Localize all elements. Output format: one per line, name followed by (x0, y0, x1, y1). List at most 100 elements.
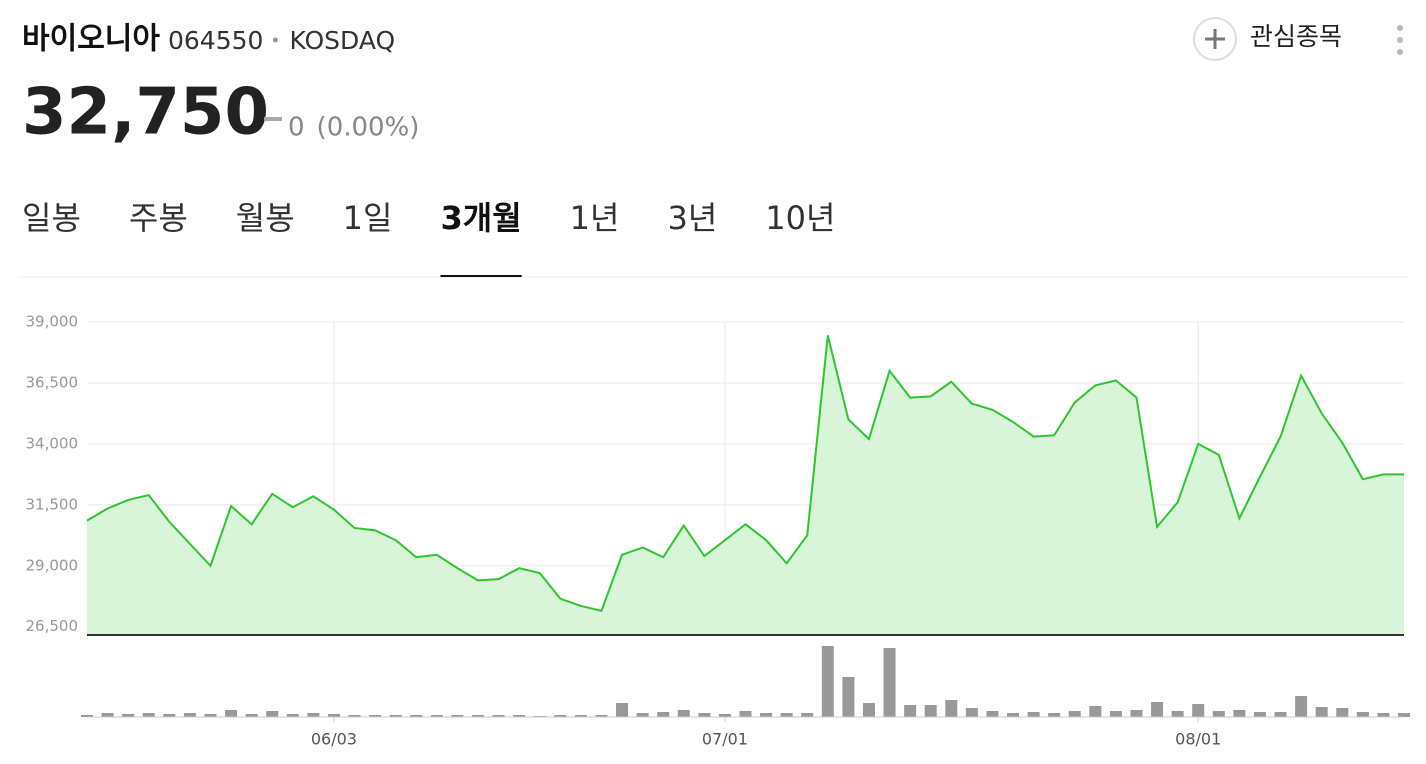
volume-bar (286, 714, 299, 717)
volume-bar (471, 715, 484, 717)
volume-bar (1151, 702, 1164, 717)
menu-dot[interactable] (1397, 49, 1403, 55)
volume-bar (451, 715, 464, 717)
volume-bar (636, 713, 649, 717)
watch-button[interactable]: 관심종목 (1193, 17, 1342, 61)
menu-dot[interactable] (1397, 37, 1403, 43)
volume-bar (883, 648, 896, 717)
volume-bar (142, 713, 155, 717)
period-tab[interactable]: 월봉 (236, 199, 295, 237)
price: 32,750 (22, 76, 269, 150)
volume-bar (204, 714, 217, 717)
volume-bar (1398, 713, 1410, 717)
volume-bar (657, 712, 670, 717)
volume-bar (101, 713, 114, 717)
x-tick-label: 08/01 (1175, 730, 1221, 749)
x-tick-label: 07/01 (702, 730, 748, 749)
volume-bar (410, 715, 423, 717)
period-tab[interactable]: 3년 (667, 199, 717, 237)
volume-bar (780, 713, 793, 717)
volume-bar (1109, 711, 1122, 717)
period-tab[interactable]: 1일 (343, 199, 393, 237)
period-tab[interactable]: 1년 (570, 199, 620, 237)
stock-name: 바이오니아 (22, 22, 160, 57)
period-tab[interactable]: 10년 (765, 199, 835, 237)
volume-bar (986, 711, 999, 717)
volume-bar (1027, 712, 1040, 717)
volume-bar (760, 713, 773, 717)
volume-bar (163, 714, 176, 717)
volume-bar (1171, 711, 1184, 717)
volume-bar (327, 714, 340, 717)
volume-bar (862, 703, 875, 717)
volume-bar (945, 700, 958, 717)
volume-bar (842, 677, 855, 717)
y-tick-label: 26,500 (26, 617, 79, 635)
volume-bar (183, 713, 196, 717)
price-line (86, 335, 1404, 613)
volume-bar (307, 713, 320, 717)
period-tab[interactable]: 3개월 (440, 199, 521, 237)
volume-bar (1233, 710, 1246, 717)
volume-bar (1274, 712, 1287, 717)
volume-bar (718, 714, 731, 717)
volume-bar (81, 715, 93, 717)
volume-bar (1068, 711, 1081, 717)
volume-bar (595, 715, 608, 717)
market: KOSDAQ (289, 26, 395, 55)
x-tick-label: 06/03 (311, 730, 357, 749)
volume-bar (1007, 713, 1020, 717)
more-menu[interactable] (1397, 25, 1403, 55)
volume-bar (430, 715, 443, 717)
volume-bar (1048, 713, 1061, 717)
volume-bar (245, 714, 258, 717)
volume-bar (821, 646, 834, 717)
change: 0 (288, 113, 305, 143)
y-tick-label: 31,500 (26, 495, 79, 513)
volume-bar (739, 711, 752, 717)
volume-bar (1356, 712, 1369, 717)
y-tick-label: 36,500 (26, 373, 79, 391)
volume-bar (924, 705, 937, 717)
volume-bar (965, 708, 978, 717)
volume-bar (389, 715, 402, 717)
volume-bar (492, 715, 505, 717)
chart-area: 26,500 29,000 31,500 34,000 36,500 39,000 06/0… (26, 313, 1410, 749)
volume-bar (1377, 713, 1390, 717)
volume-bar (1336, 708, 1349, 717)
volume-bar (574, 715, 587, 717)
volume-bar (225, 710, 238, 717)
volume-bar (369, 715, 382, 717)
period-tabs: 일봉 주봉 월봉 1일 3개월 1년 3년 10년 (22, 199, 835, 277)
volume-bar (554, 715, 567, 717)
volume-bar (677, 710, 690, 717)
volume-bar (1212, 711, 1225, 717)
volume-bar (1253, 712, 1266, 717)
plus-icon (1205, 29, 1225, 49)
separator-dot (272, 37, 278, 43)
volume-bar (904, 705, 917, 717)
watch-label[interactable]: 관심종목 (1250, 22, 1342, 51)
y-tick-label: 34,000 (26, 434, 79, 452)
volume-bar (513, 715, 526, 717)
period-tab[interactable]: 일봉 (22, 199, 81, 237)
volume-bar (1192, 704, 1205, 717)
volume-bar (1130, 710, 1143, 717)
volume-bar (698, 713, 711, 717)
volume-bar (1295, 696, 1308, 717)
volume-bar (348, 715, 361, 717)
menu-dot[interactable] (1397, 25, 1403, 31)
volume-bar (1089, 706, 1102, 717)
volume-bar (1315, 707, 1328, 717)
volume-bar (266, 711, 279, 717)
stock-code: 064550 (168, 26, 263, 55)
period-tab[interactable]: 주봉 (129, 199, 188, 237)
price-area (87, 335, 1404, 634)
volume-bar (801, 713, 814, 717)
volume-bar (616, 703, 629, 717)
volume-bar (122, 714, 135, 717)
change-rate: (0.00%) (317, 113, 420, 143)
y-tick-label: 39,000 (26, 313, 79, 331)
